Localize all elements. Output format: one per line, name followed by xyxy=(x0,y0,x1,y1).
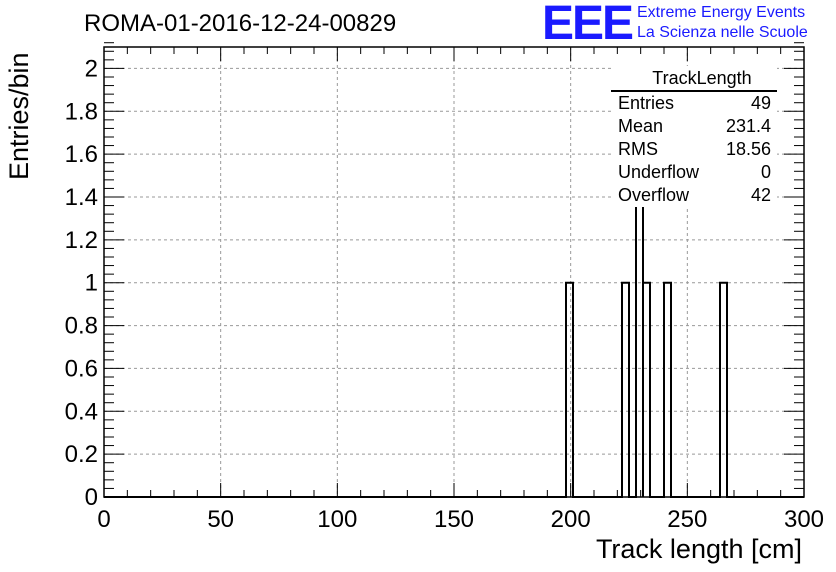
stats-value: 49 xyxy=(750,93,771,113)
histogram-bin xyxy=(664,283,671,497)
stats-label: Mean xyxy=(618,116,664,136)
stats-row-overflow: Overflow 42 xyxy=(611,184,777,207)
x-tick-label: 250 xyxy=(667,506,707,533)
stats-row-mean: Mean 231.4 xyxy=(611,115,777,138)
y-tick-label: 2 xyxy=(85,55,98,82)
x-tick-label: 300 xyxy=(784,506,824,533)
x-tick-label: 150 xyxy=(434,506,474,533)
stats-label: Entries xyxy=(618,93,675,113)
y-tick-label: 1.2 xyxy=(65,227,98,254)
x-tick-label: 50 xyxy=(207,506,234,533)
y-axis-label: Entries/bin xyxy=(4,52,34,180)
logo-line-2: La Scienza nelle Scuole xyxy=(637,24,808,41)
y-tick-label: 1.8 xyxy=(65,98,98,125)
y-tick-label: 1 xyxy=(85,270,98,297)
y-tick-label: 0.6 xyxy=(65,355,98,382)
y-tick-label: 1.4 xyxy=(65,184,98,211)
histogram-bin xyxy=(720,283,727,497)
stats-label: Overflow xyxy=(618,185,690,205)
stats-row-rms: RMS 18.56 xyxy=(611,138,777,161)
stats-box: TrackLength Entries 49 Mean 231.4 RMS 18… xyxy=(611,66,777,207)
stats-row-underflow: Underflow 0 xyxy=(611,161,777,184)
stats-value: 0 xyxy=(760,162,771,182)
histogram-bin xyxy=(566,283,573,497)
x-tick-label: 0 xyxy=(97,506,110,533)
stats-label: RMS xyxy=(618,139,658,159)
y-tick-label: 1.6 xyxy=(65,141,98,168)
stats-box-title: TrackLength xyxy=(611,66,777,92)
y-tick-label: 0.4 xyxy=(65,398,98,425)
x-axis-label: Track length [cm] xyxy=(595,534,802,564)
x-tick-label: 100 xyxy=(317,506,357,533)
axis-ticks xyxy=(103,42,805,498)
stats-value: 42 xyxy=(750,185,771,205)
y-tick-label: 0.8 xyxy=(65,313,98,340)
eee-logo-text: Extreme Energy Events La Scienza nelle S… xyxy=(637,3,808,43)
histogram-bin xyxy=(622,283,629,497)
eee-logo: EEE xyxy=(542,0,634,50)
y-tick-label: 0 xyxy=(85,484,98,511)
stats-label: Underflow xyxy=(618,162,700,182)
x-tick-label: 200 xyxy=(551,506,591,533)
axis-tick-labels: 0 50 100 150 200 250 300 0 0.2 0.4 0.6 0.8 1 1.2 1.4 1.… xyxy=(65,55,824,533)
logo-line-1: Extreme Energy Events xyxy=(637,4,806,21)
y-tick-label: 0.2 xyxy=(65,441,98,468)
plot-title: ROMA-01-2016-12-24-00829 xyxy=(84,10,397,37)
stats-value: 231.4 xyxy=(725,116,771,136)
stats-row-entries: Entries 49 xyxy=(611,92,777,115)
histogram-bin xyxy=(643,283,650,497)
stats-value: 18.56 xyxy=(725,139,771,159)
